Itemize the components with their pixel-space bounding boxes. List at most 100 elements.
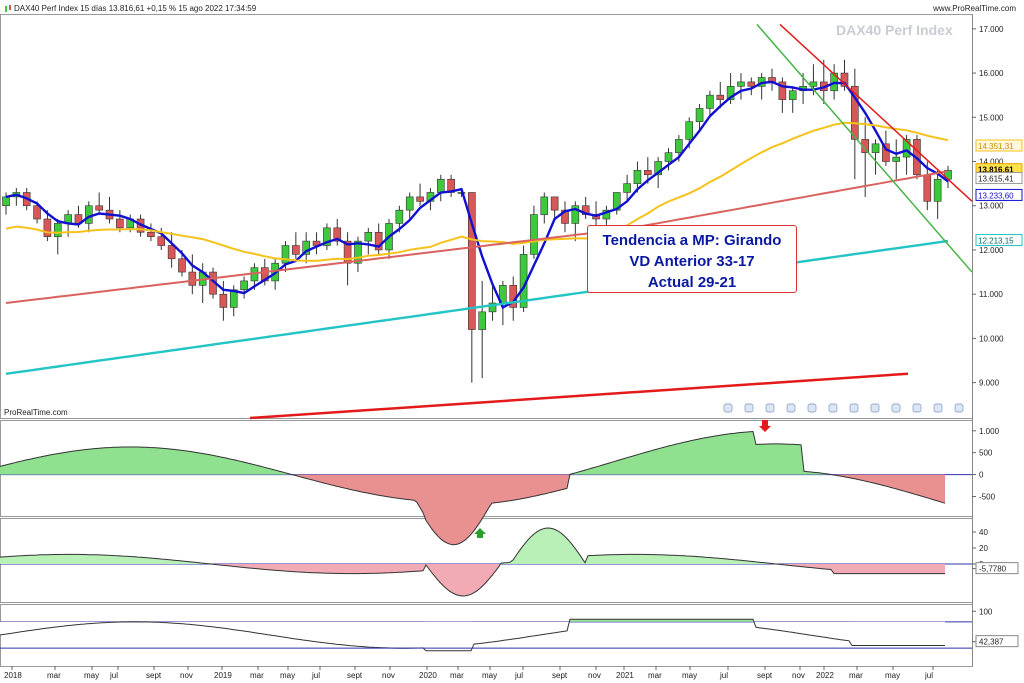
- oscillator-2-fill: [549, 528, 552, 564]
- oscillator-2-fill: [72, 554, 75, 564]
- oscillator-3-fill: [318, 621, 321, 643]
- oscillator-1-fill: [909, 474, 912, 494]
- oscillator-3-fill: [363, 621, 366, 647]
- oscillator-3-fill: [624, 619, 627, 622]
- oscillator-3-fill: [579, 619, 582, 622]
- oscillator-2-fill: [288, 564, 291, 572]
- candle-body: [374, 231, 383, 251]
- oscillator-1-fill: [774, 443, 777, 475]
- oscillator-2-fill: [375, 564, 378, 574]
- oscillator-2-fill: [54, 554, 57, 564]
- oscillator-2-fill: [93, 554, 96, 564]
- oscillator-1-fill: [99, 448, 102, 475]
- oscillator-3-fill: [828, 621, 831, 639]
- oscillator-1-fill: [879, 474, 882, 486]
- oscillator-1-fill: [642, 452, 645, 475]
- oscillator-3-fill: [39, 621, 42, 630]
- oscillator-3-fill: [210, 621, 213, 627]
- oscillator-2-fill: [246, 564, 249, 568]
- oscillator-2-fill: [96, 554, 99, 564]
- oscillator-3-fill: [885, 621, 888, 646]
- candle-body: [323, 227, 331, 246]
- oscillator-3-fill: [60, 621, 63, 627]
- oscillator-2-fill: [642, 554, 645, 564]
- oscillator-2-fill: [882, 564, 885, 574]
- oscillator-2-fill: [126, 556, 129, 564]
- oscillator-1-fill: [522, 474, 525, 499]
- oscillator-1-fill: [585, 469, 588, 475]
- oscillator-1-fill: [891, 474, 894, 489]
- oscillator-1-fill: [750, 431, 753, 475]
- oscillator-2-fill: [939, 564, 942, 574]
- candle-body: [333, 227, 342, 242]
- oscillator-3-fill: [726, 619, 729, 622]
- oscillator-2-fill: [429, 564, 432, 573]
- oscillator-2-fill: [897, 564, 900, 574]
- oscillator-3-fill: [243, 621, 246, 632]
- oscillator-1-fill: [171, 449, 174, 475]
- oscillator-1-fill: [111, 447, 114, 475]
- x-tick-label: jul: [311, 671, 320, 680]
- oscillator-3-fill: [564, 621, 567, 632]
- oscillator-1-fill: [258, 465, 261, 475]
- oscillator-2-fill: [705, 557, 708, 564]
- oscillator-3-fill: [609, 619, 612, 622]
- oscillator-1-fill: [528, 474, 531, 498]
- oscillator-1-fill: [159, 448, 162, 475]
- oscillator-2-fill: [21, 555, 24, 564]
- oscillator-1-fill: [390, 474, 393, 498]
- x-tick-label: jul: [109, 671, 118, 680]
- oscillator-2-fill: [579, 553, 582, 564]
- oscillator-3-fill: [771, 621, 774, 630]
- oscillator-1-fill: [681, 442, 684, 475]
- oscillator-2-fill: [447, 564, 450, 592]
- oscillator-2-fill: [750, 561, 753, 564]
- price-tick-label: 17.000: [979, 25, 1004, 34]
- oscillator-1-fill: [327, 474, 330, 485]
- oscillator-3-fill: [315, 621, 318, 643]
- oscillator-1-fill: [471, 474, 474, 535]
- oscillator-2-fill: [714, 557, 717, 564]
- oscillator-1-tick-label: 500: [979, 449, 993, 458]
- brand-link[interactable]: www.ProRealTime.com: [933, 4, 1016, 13]
- oscillator-1-fill: [870, 474, 873, 483]
- oscillator-3-fill: [327, 621, 330, 644]
- oscillator-1-fill: [228, 458, 231, 475]
- oscillator-2-fill: [678, 555, 681, 564]
- oscillator-1-fill: [873, 474, 876, 484]
- oscillator-3-fill: [390, 621, 393, 649]
- oscillator-3-fill: [867, 621, 870, 646]
- oscillator-2-fill: [39, 554, 42, 564]
- oscillator-1-fill: [939, 474, 942, 503]
- candle-body: [147, 231, 155, 237]
- oscillator-2-fill: [171, 559, 174, 564]
- oscillator-1-tick-label: -500: [979, 492, 996, 501]
- oscillator-3-fill: [942, 621, 945, 646]
- oscillator-1-fill: [84, 449, 87, 475]
- oscillator-2-fill: [57, 554, 60, 564]
- oscillator-2-fill: [150, 558, 153, 564]
- event-marker-icon: [786, 403, 796, 413]
- candle-body: [95, 205, 103, 211]
- oscillator-1-fill: [702, 437, 705, 475]
- oscillator-3-fill: [807, 621, 810, 636]
- oscillator-1-fill: [621, 458, 624, 475]
- oscillator-3-fill: [882, 621, 885, 646]
- oscillator-1-fill: [336, 474, 339, 487]
- oscillator-1-fill: [537, 474, 540, 496]
- oscillator-2-fill: [495, 564, 498, 572]
- oscillator-1-fill: [357, 474, 360, 492]
- oscillator-2-fill: [744, 560, 747, 564]
- oscillator-2-fill: [690, 556, 693, 564]
- oscillator-3-fill: [723, 619, 726, 622]
- x-tick-label: may: [682, 671, 697, 680]
- oscillator-3-fill: [876, 621, 879, 646]
- oscillator-2-fill: [69, 554, 72, 564]
- oscillator-1-fill: [639, 453, 642, 475]
- candle-body: [157, 236, 166, 246]
- oscillator-2-fill: [165, 559, 168, 564]
- oscillator-2-fill: [606, 554, 609, 564]
- oscillator-2-fill: [327, 564, 330, 574]
- oscillator-2-fill: [405, 564, 408, 572]
- oscillator-3-fill: [474, 621, 477, 645]
